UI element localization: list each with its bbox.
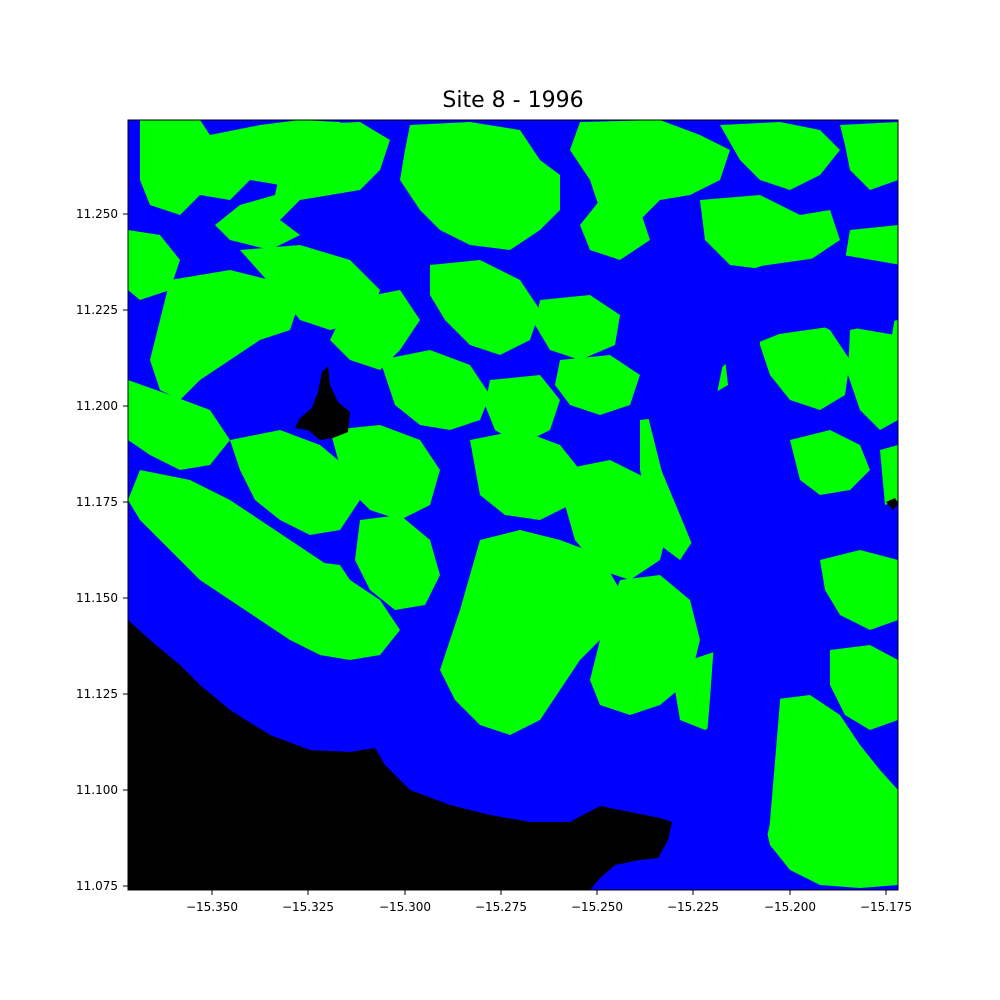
- x-tick-label: −15.325: [282, 900, 334, 914]
- y-axis: 11.250 11.225 11.200 11.175 11.150 11.12…: [76, 207, 128, 893]
- x-axis: −15.350 −15.325 −15.300 −15.275 −15.250 …: [186, 890, 912, 914]
- x-tick-label: −15.275: [475, 900, 527, 914]
- x-tick-label: −15.350: [186, 900, 238, 914]
- land-mask-layer: [128, 366, 898, 890]
- x-tick-label: −15.225: [667, 900, 719, 914]
- x-tick-label: −15.250: [571, 900, 623, 914]
- inland-pond: [295, 366, 350, 440]
- x-tick-label: −15.200: [764, 900, 816, 914]
- map-frame: [127, 119, 899, 891]
- y-tick-label: 11.100: [76, 783, 118, 797]
- y-tick-label: 11.125: [76, 687, 118, 701]
- y-tick-label: 11.075: [76, 879, 118, 893]
- main-river: [645, 255, 898, 889]
- y-tick-label: 11.225: [76, 303, 118, 317]
- x-tick-label: −15.300: [379, 900, 431, 914]
- y-tick-label: 11.200: [76, 399, 118, 413]
- southern-mainland: [128, 620, 672, 890]
- map-area: [128, 120, 898, 890]
- x-tick-label: −15.175: [860, 900, 912, 914]
- east-islet: [886, 498, 898, 510]
- vegetation-layer: [128, 120, 898, 888]
- y-tick-label: 11.150: [76, 591, 118, 605]
- y-tick-label: 11.175: [76, 495, 118, 509]
- y-tick-label: 11.250: [76, 207, 118, 221]
- map-title: Site 8 - 1996: [442, 88, 584, 113]
